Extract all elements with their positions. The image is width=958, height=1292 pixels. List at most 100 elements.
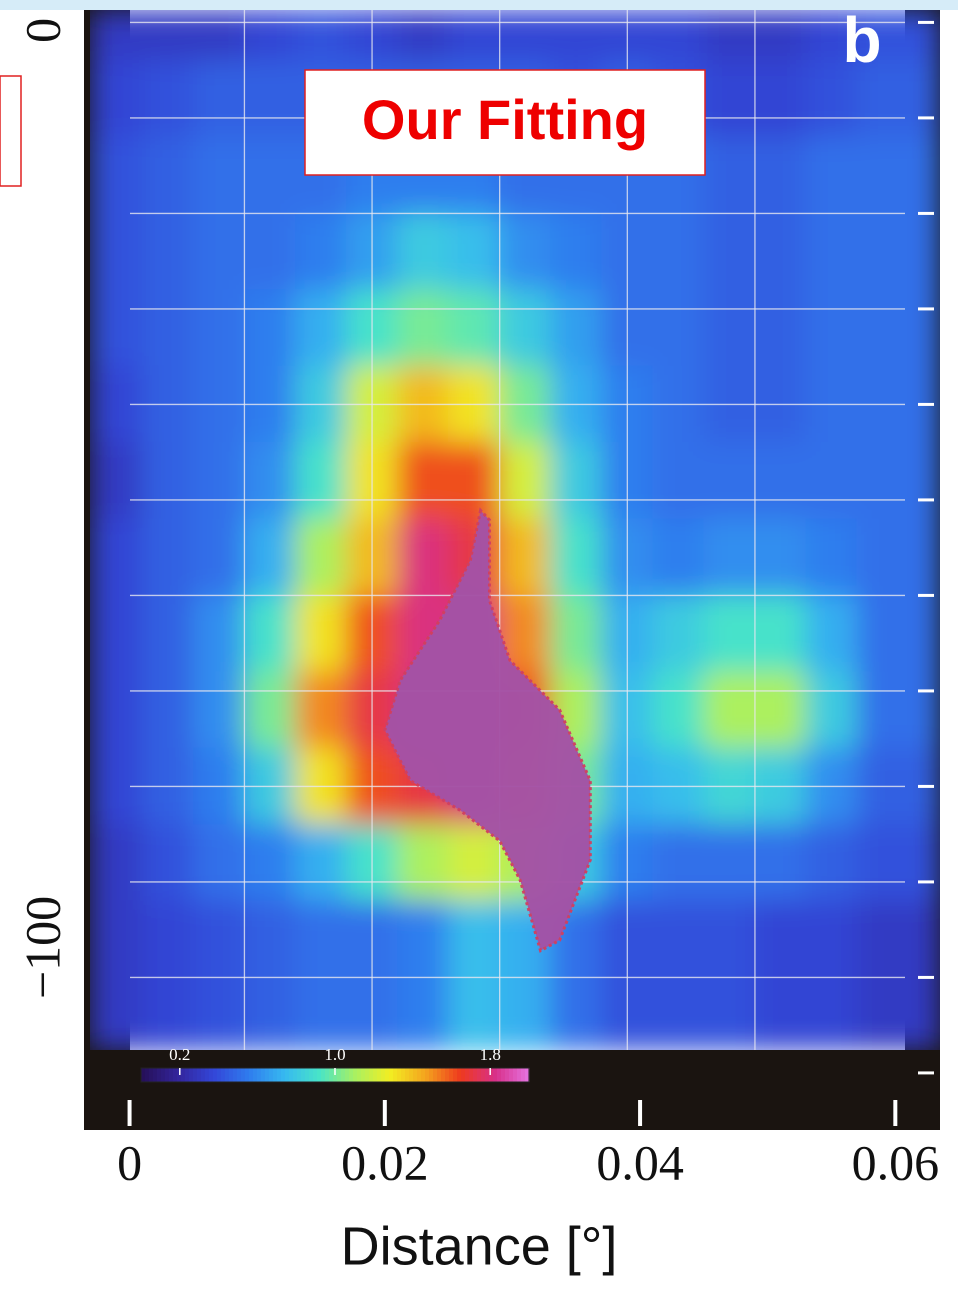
heat-cell [550, 519, 602, 596]
heat-cell [703, 289, 755, 366]
heat-cell [244, 213, 296, 290]
colorbar-step [221, 1068, 226, 1082]
heat-cell [193, 671, 245, 748]
heat-cell [857, 595, 941, 672]
colorbar-step [441, 1068, 446, 1082]
heat-cell [397, 289, 449, 366]
colorbar-step [237, 1068, 242, 1082]
heat-cell [448, 10, 500, 62]
heat-cell [652, 519, 704, 596]
heat-cell [857, 289, 941, 366]
heat-cell [142, 137, 194, 214]
heat-cell [448, 442, 500, 519]
heat-cell [397, 10, 449, 62]
colorbar-step [217, 1068, 222, 1082]
heat-cell [193, 442, 245, 519]
heat-cell [90, 289, 143, 366]
heat-cell [703, 901, 755, 1051]
colorbar-step [393, 1068, 398, 1082]
heat-cell [754, 442, 806, 519]
figure: b Our Fitting Distance [°] 0.21.01.800.0… [0, 0, 958, 1292]
y-tick-label: 0 [14, 18, 70, 43]
colorbar-step [477, 1068, 482, 1082]
colorbar-step [349, 1068, 354, 1082]
heat-cell [244, 671, 296, 748]
heat-cell [244, 595, 296, 672]
heat-cell [90, 671, 143, 748]
heat-cell [193, 137, 245, 214]
colorbar-step [233, 1068, 238, 1082]
colorbar-step [373, 1068, 378, 1082]
heat-cell [295, 671, 347, 748]
heat-cell [90, 60, 143, 137]
heat-cell [244, 442, 296, 519]
heat-cell [90, 824, 143, 901]
heat-cell [142, 519, 194, 596]
heat-cell [295, 442, 347, 519]
heat-cell [857, 519, 941, 596]
heat-cell [805, 671, 857, 748]
colorbar-step [253, 1068, 258, 1082]
colorbar-step [225, 1068, 230, 1082]
colorbar-step [193, 1068, 198, 1082]
heat-cell [805, 289, 857, 366]
colorbar-step [381, 1068, 386, 1082]
heat-cell [90, 442, 143, 519]
heat-cell [244, 519, 296, 596]
heat-cell [805, 137, 857, 214]
colorbar-step [485, 1068, 490, 1082]
heat-cell [652, 595, 704, 672]
heat-cell [397, 442, 449, 519]
colorbar-step [365, 1068, 370, 1082]
colorbar-step [429, 1068, 434, 1082]
heat-cell [754, 213, 806, 290]
colorbar-step [273, 1068, 278, 1082]
colorbar-step [281, 1068, 286, 1082]
colorbar-step [277, 1068, 282, 1082]
heat-cell [193, 824, 245, 901]
heat-cell [754, 60, 806, 137]
annotation: Our Fitting [362, 88, 648, 151]
x-axis-label: Distance [°] [341, 1216, 618, 1276]
colorbar-step [301, 1068, 306, 1082]
colorbar-step [405, 1068, 410, 1082]
heat-cell [805, 519, 857, 596]
colorbar-step [241, 1068, 246, 1082]
colorbar-step [345, 1068, 350, 1082]
colorbar-tick-label: 1.0 [324, 1045, 345, 1064]
x-tick-label: 0 [117, 1134, 142, 1190]
colorbar-step [337, 1068, 342, 1082]
heat-cell [295, 10, 347, 62]
heat-cell [857, 442, 941, 519]
heat-cell [90, 137, 143, 214]
heat-cell [244, 824, 296, 901]
colorbar-step [213, 1068, 218, 1082]
cut-box [0, 76, 21, 186]
heat-cell [703, 519, 755, 596]
colorbar-step [357, 1068, 362, 1082]
heat-cell [857, 824, 941, 901]
heat-cell [448, 289, 500, 366]
colorbar-step [513, 1068, 518, 1082]
colorbar-step [201, 1068, 206, 1082]
colorbar-step [141, 1068, 146, 1082]
colorbar-step [361, 1068, 366, 1082]
colorbar-step [473, 1068, 478, 1082]
heat-cell [499, 289, 551, 366]
colorbar-step [457, 1068, 462, 1082]
heat-cell [142, 213, 194, 290]
heat-cell [142, 10, 194, 62]
heat-cell [90, 519, 143, 596]
bottom-frame [84, 1050, 940, 1130]
colorbar-step [425, 1068, 430, 1082]
colorbar-step [289, 1068, 294, 1082]
colorbar-step [229, 1068, 234, 1082]
colorbar-step [397, 1068, 402, 1082]
colorbar-step [465, 1068, 470, 1082]
heat-cell [703, 595, 755, 672]
colorbar-step [317, 1068, 322, 1082]
heat-cell [805, 595, 857, 672]
colorbar-step [209, 1068, 214, 1082]
heat-cell [193, 519, 245, 596]
colorbar-step [493, 1068, 498, 1082]
